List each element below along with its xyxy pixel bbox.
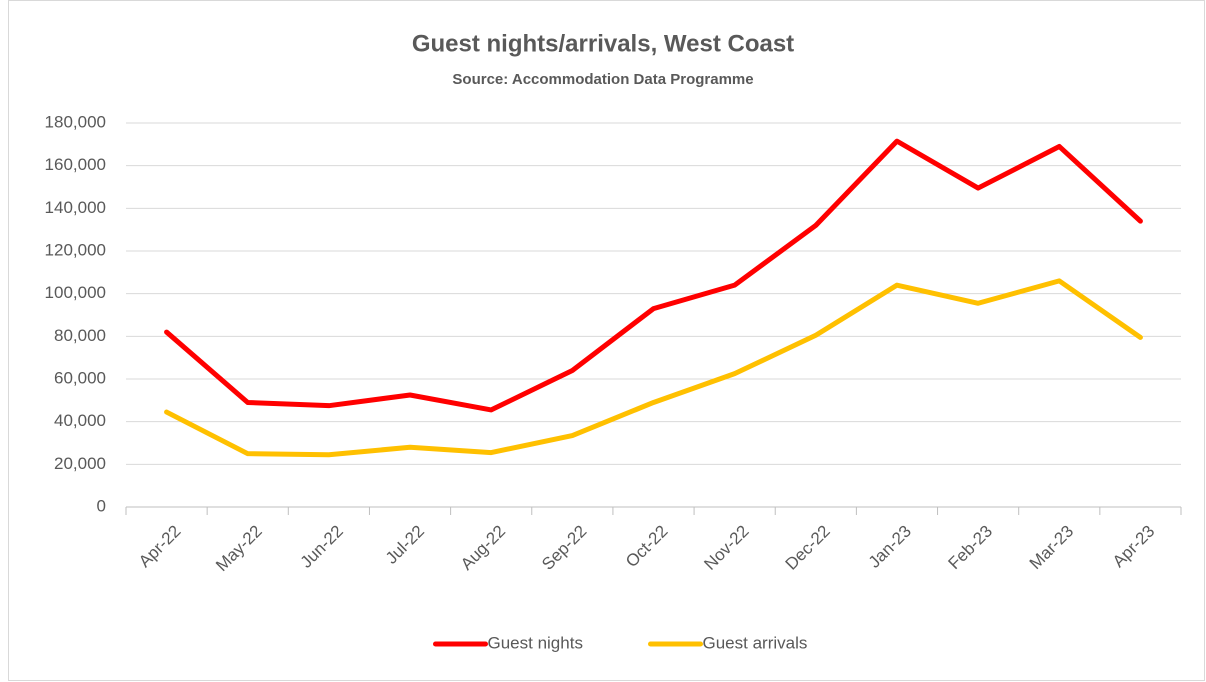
chart-title: Guest nights/arrivals, West Coast <box>412 30 794 57</box>
y-tick-label: 180,000 <box>45 112 106 131</box>
y-tick-label: 100,000 <box>45 283 106 302</box>
chart-subtitle: Source: Accommodation Data Programme <box>452 71 753 88</box>
y-tick-label: 40,000 <box>54 411 106 430</box>
y-tick-label: 80,000 <box>54 326 106 345</box>
y-tick-label: 160,000 <box>45 155 106 174</box>
legend-label: Guest nights <box>488 633 583 652</box>
series-line <box>164 278 1143 458</box>
series-line <box>164 138 1143 413</box>
y-tick-label: 60,000 <box>54 368 106 387</box>
y-tick-label: 120,000 <box>45 240 106 259</box>
chart-border <box>8 0 1205 681</box>
y-tick-label: 20,000 <box>54 454 106 473</box>
y-tick-label: 140,000 <box>45 198 106 217</box>
y-tick-label: 0 <box>97 496 106 515</box>
legend-label: Guest arrivals <box>703 633 808 652</box>
